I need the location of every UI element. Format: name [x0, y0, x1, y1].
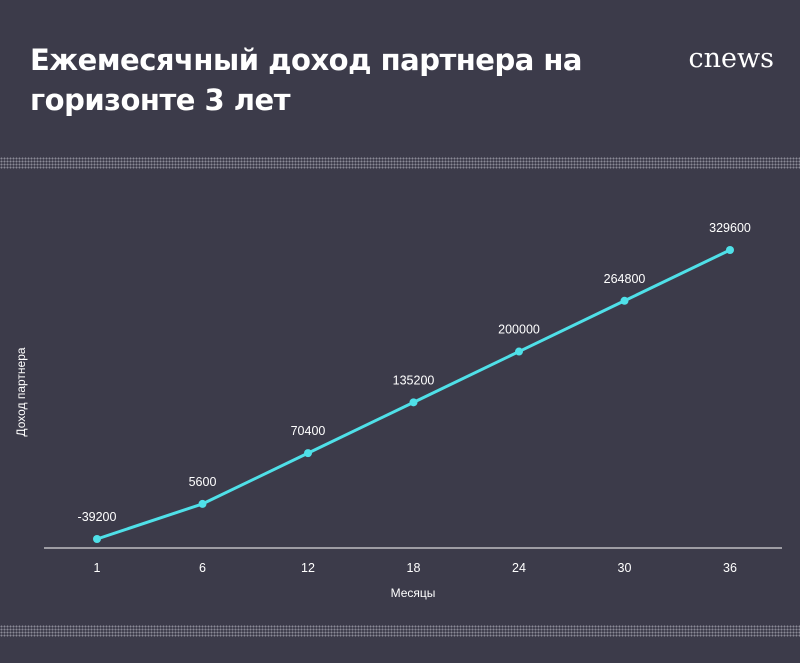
data-label: 329600 [709, 221, 751, 235]
data-point [620, 296, 629, 305]
data-label: 70400 [291, 424, 326, 438]
data-label: 264800 [604, 272, 646, 286]
x-tick-label: 36 [723, 561, 737, 575]
data-point [304, 449, 312, 458]
x-tick-label: 12 [301, 561, 315, 575]
x-tick-label: 24 [512, 561, 526, 575]
data-label: 135200 [393, 373, 435, 387]
divider-top [0, 157, 800, 169]
x-axis-label: Месяцы [391, 586, 436, 600]
data-label: 5600 [189, 475, 217, 489]
x-tick-label: 6 [199, 561, 206, 575]
chart-title: Ежемесячный доход партнера на горизонте … [30, 43, 583, 117]
y-axis-label: Доход партнера [14, 347, 28, 436]
cnews-logo: cnews [689, 44, 774, 74]
x-tick-label: 30 [618, 561, 632, 575]
x-tick-label: 1 [94, 561, 101, 575]
cnews-logo-text: cnews [688, 43, 774, 74]
data-point [726, 246, 734, 254]
data-label: 200000 [498, 323, 540, 337]
divider-bottom [0, 625, 800, 637]
data-point [409, 398, 418, 407]
data-point [198, 499, 207, 508]
x-tick-label: 18 [407, 561, 421, 575]
data-label: -39200 [78, 510, 117, 524]
data-point [93, 535, 101, 543]
series-line [96, 248, 731, 541]
data-point [515, 347, 523, 356]
